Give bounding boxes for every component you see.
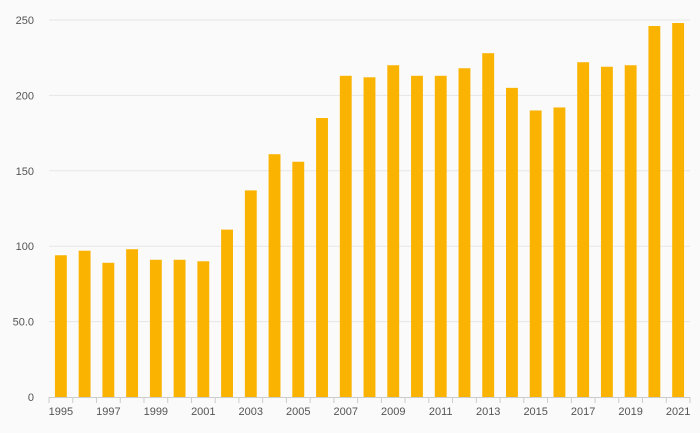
bar-2008	[363, 77, 376, 398]
bar-2011	[434, 75, 447, 398]
bar-2018	[600, 66, 613, 397]
y-tick-label: 100	[16, 241, 34, 253]
x-tick-label: 2017	[571, 406, 595, 418]
bar-2019	[624, 65, 637, 398]
bar-2003	[244, 190, 257, 397]
x-tick-label: 1999	[144, 406, 168, 418]
bar-2010	[411, 75, 423, 398]
y-tick-label: 150	[16, 166, 34, 178]
bar-2004	[268, 154, 281, 397]
bar-2020	[648, 26, 661, 398]
y-tick-label: 250	[16, 15, 34, 27]
bar-2017	[577, 62, 590, 397]
bar-1997	[102, 262, 115, 397]
x-tick-label: 2013	[476, 406, 500, 418]
bar-2007	[339, 75, 352, 398]
y-tick-label: 50.0	[13, 317, 34, 329]
y-tick-label: 200	[16, 90, 34, 102]
x-tick-label: 2019	[618, 406, 642, 418]
bar-2005	[292, 161, 305, 397]
x-tick-label: 1997	[96, 406, 120, 418]
bar-1998	[126, 249, 139, 397]
x-axis: 1995 1997 1999 2001 2003 2005 2007 2009 2011 2013…	[48, 397, 691, 418]
y-axis-ticks: 0 50.0 100 150 200 250	[13, 15, 34, 404]
bar-2002	[221, 229, 233, 397]
bar-1999	[149, 259, 162, 397]
bar-2016	[553, 107, 566, 398]
bar-2012	[458, 68, 471, 397]
bar-series	[54, 23, 685, 398]
bar-2015	[529, 110, 542, 397]
x-tick-label: 2007	[334, 406, 358, 418]
bar-2013	[482, 53, 495, 398]
x-tick-label: 2011	[429, 406, 453, 418]
bar-2014	[506, 87, 518, 398]
bar-2021	[672, 23, 685, 398]
bar-2000	[173, 259, 186, 397]
x-tick-label: 2021	[666, 406, 690, 418]
x-tick-label: 1995	[49, 406, 73, 418]
bar-2006	[316, 118, 328, 398]
bar-1996	[78, 250, 91, 397]
x-tick-label: 2009	[381, 406, 405, 418]
x-tick-label: 2015	[523, 406, 547, 418]
y-tick-label: 0	[28, 392, 34, 404]
bar-2001	[197, 261, 210, 397]
x-tick-label: 2001	[191, 406, 215, 418]
bar-1995	[54, 255, 67, 397]
bar-2009	[387, 65, 400, 398]
x-tick-label: 2003	[239, 406, 263, 418]
x-tick-label: 2005	[286, 406, 310, 418]
